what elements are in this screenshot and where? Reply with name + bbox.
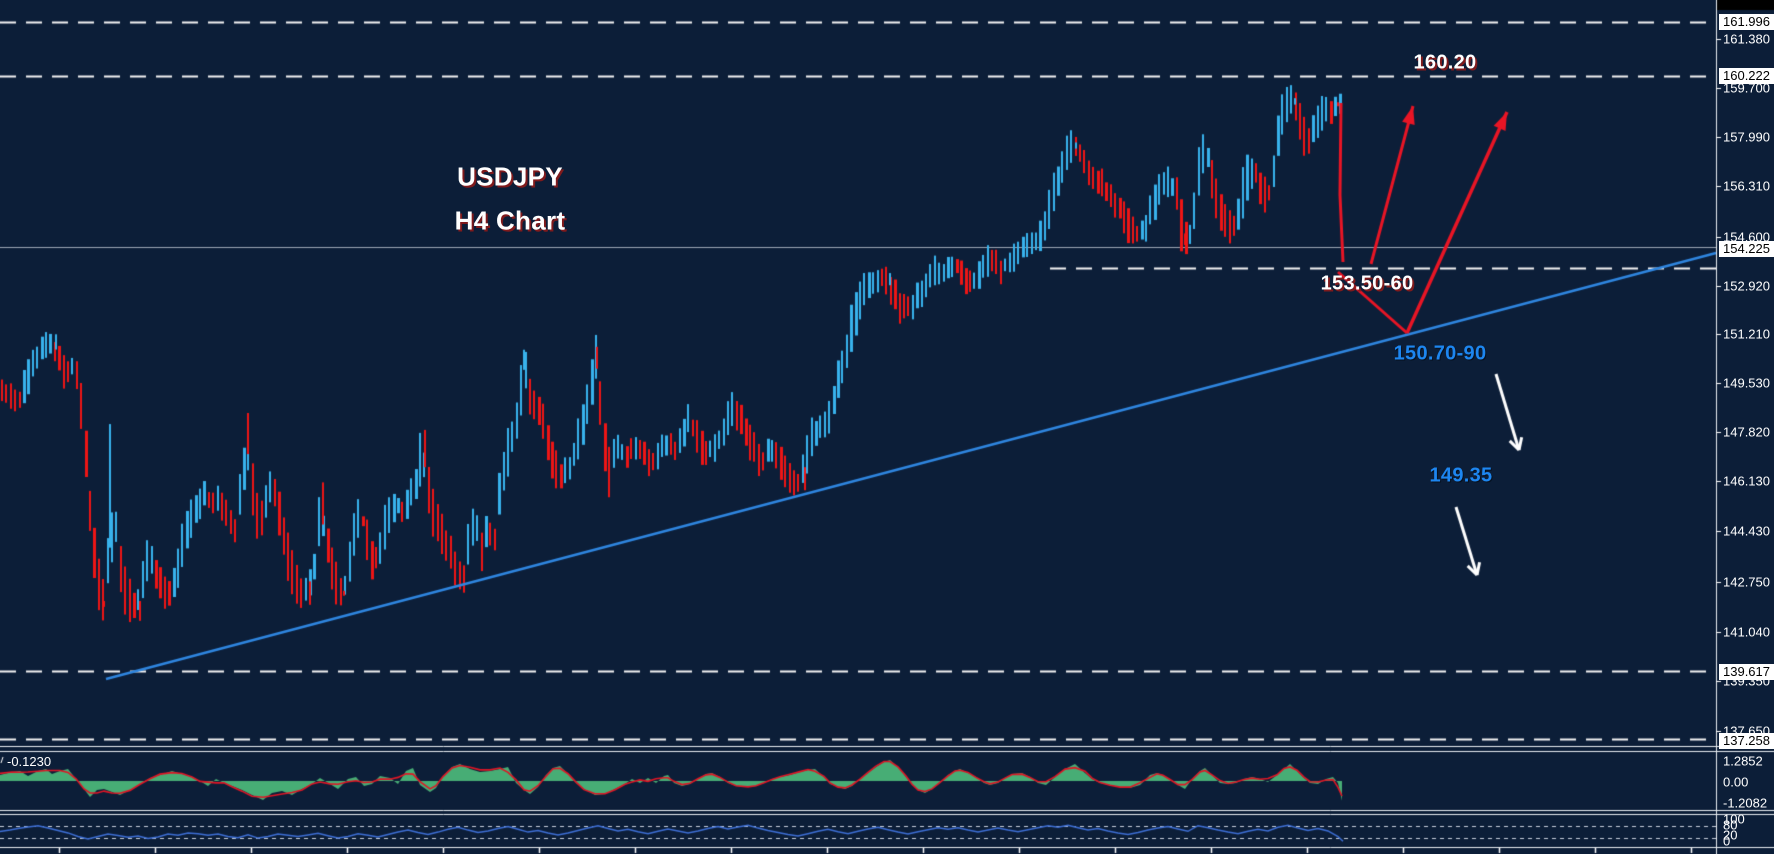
price-tick-label: 151.210 (1723, 326, 1770, 342)
price-level-box: 161.996 (1719, 14, 1774, 30)
price-level-box: 160.222 (1719, 68, 1774, 84)
oscillator-axis-label: 1.2852 (1723, 753, 1763, 769)
oscillator-value-label: -0.1230 (7, 754, 52, 769)
price-tick-label: 141.040 (1723, 624, 1770, 640)
timeframe-annotation[interactable]: H4 Chart (454, 205, 566, 236)
stochastic-axis-label: 20 (1723, 827, 1738, 843)
price-tick-label: 157.990 (1723, 129, 1770, 145)
stochastic-axis-label: 0 (1723, 833, 1731, 849)
price-tick-label: 161.380 (1723, 31, 1770, 47)
support-zone-annotation[interactable]: 153.50-60 (1320, 272, 1414, 295)
oscillator-axis-label: -1.2082 (1723, 795, 1768, 811)
trendline-zone-annotation[interactable]: 150.70-90 (1393, 342, 1487, 365)
price-tick-label: 149.530 (1723, 375, 1770, 391)
price-level-box: 154.225 (1719, 241, 1774, 257)
symbol-annotation[interactable]: USDJPY (457, 161, 563, 192)
lower-target-annotation[interactable]: 149.35 (1429, 464, 1493, 487)
price-tick-label: 159.700 (1723, 80, 1770, 96)
price-tick-label: 146.130 (1723, 473, 1770, 489)
stochastic-axis-label: 80 (1723, 817, 1738, 833)
price-tick-label: 154.600 (1723, 229, 1770, 245)
price-tick-label: 147.820 (1723, 424, 1770, 440)
price-level-box: 139.617 (1719, 664, 1774, 680)
price-tick-label: 152.920 (1723, 278, 1770, 294)
oscillator-axis-label: 0.00 (1723, 774, 1749, 790)
price-tick-label: 144.430 (1723, 523, 1770, 539)
price-tick-label: 156.310 (1723, 178, 1770, 194)
stochastic-axis-label: 100 (1723, 811, 1745, 827)
price-tick-label: 142.750 (1723, 574, 1770, 590)
upper-target-annotation[interactable]: 160.20 (1413, 51, 1477, 74)
price-level-box: 137.258 (1719, 733, 1774, 749)
